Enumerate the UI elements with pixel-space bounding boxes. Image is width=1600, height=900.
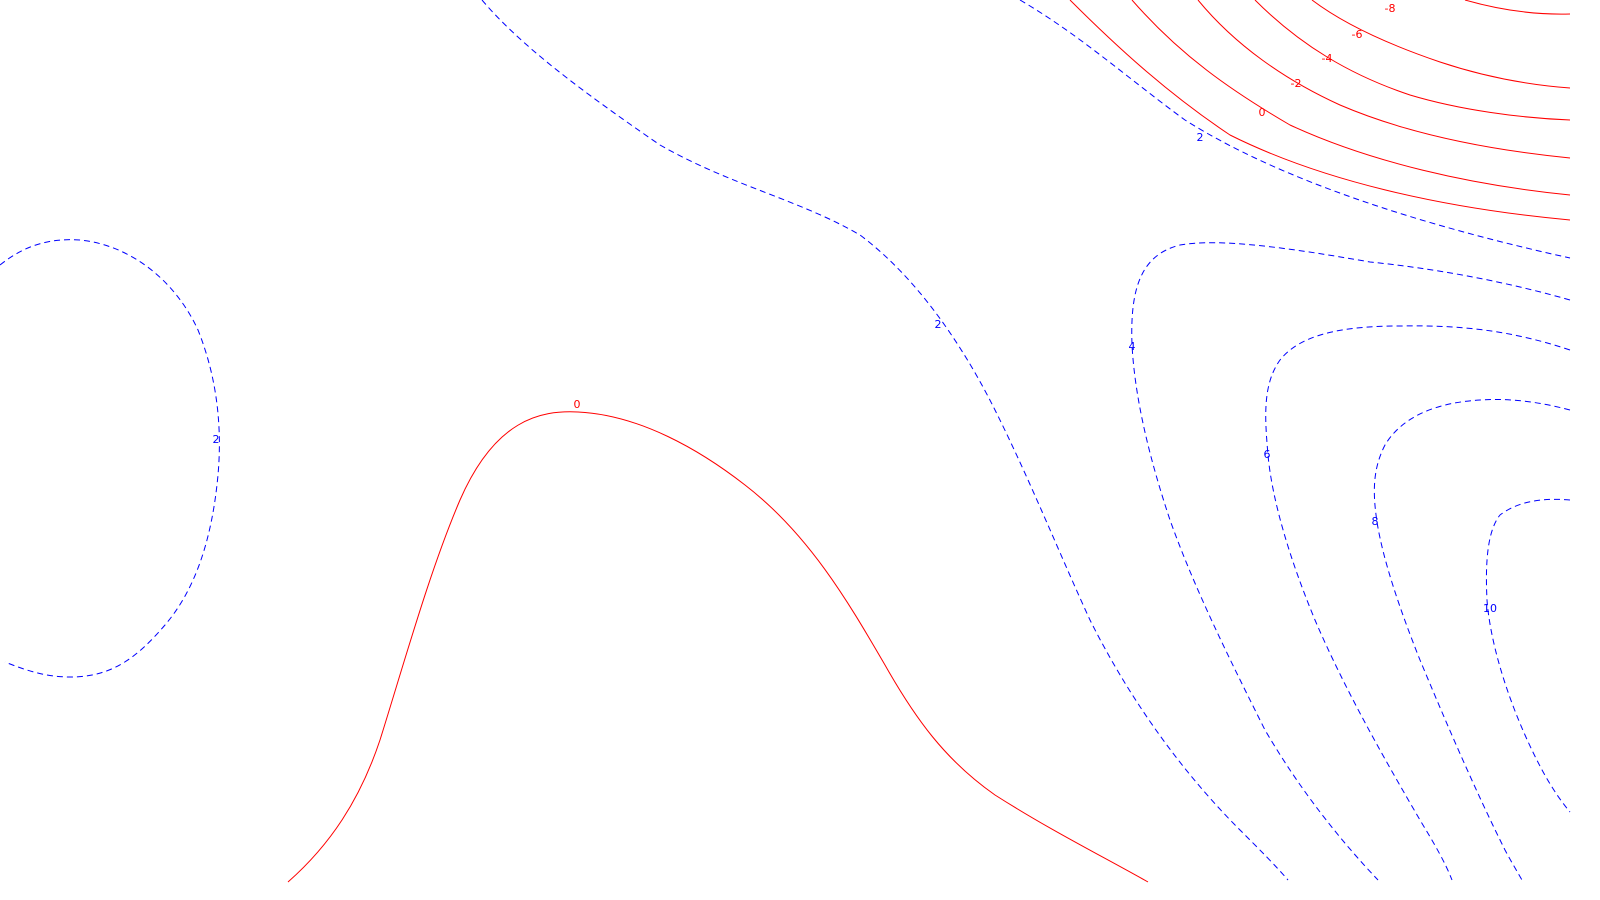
- contour-line-neg6: [1254, 0, 1571, 121]
- contour-label-pos10: 10: [1483, 602, 1497, 615]
- contour-line-pos6: [1265, 325, 1571, 881]
- contour-label-neg6: -6: [1352, 28, 1363, 41]
- contour-line-neg2: [1131, 0, 1571, 196]
- contour-label-neg8: -8: [1385, 2, 1396, 15]
- contour-line-pos10: [1485, 498, 1571, 813]
- contour-label-pos2-left: 2: [213, 433, 220, 446]
- contour-label-neg4: -4: [1322, 52, 1333, 65]
- contour-line-zero-top: [1069, 0, 1571, 221]
- contour-line-zero-bottom: [287, 411, 1149, 883]
- contour-label-zero-bottom: 0: [574, 398, 581, 411]
- contour-line-neg4: [1197, 0, 1571, 159]
- contour-line-neg8-outer: [1464, 0, 1571, 15]
- contour-line-pos8: [1373, 399, 1571, 881]
- contour-line-pos4: [1131, 242, 1571, 881]
- contour-line-neg8: [1311, 0, 1571, 89]
- contour-label-neg2: -2: [1291, 77, 1302, 90]
- contour-label-pos2-right: 2: [1197, 131, 1204, 144]
- contour-label-pos6: 6: [1264, 448, 1271, 461]
- contour-label-pos4: 4: [1129, 340, 1136, 353]
- contour-line-pos2-right: [1019, 0, 1571, 259]
- contour-label-pos8: 8: [1372, 515, 1379, 528]
- contour-label-pos2-mid: 2: [935, 318, 942, 331]
- contour-line-pos2-left: [0, 239, 220, 678]
- contour-line-pos2-top: [481, 0, 1289, 881]
- contour-label-zero-top: 0: [1259, 106, 1266, 119]
